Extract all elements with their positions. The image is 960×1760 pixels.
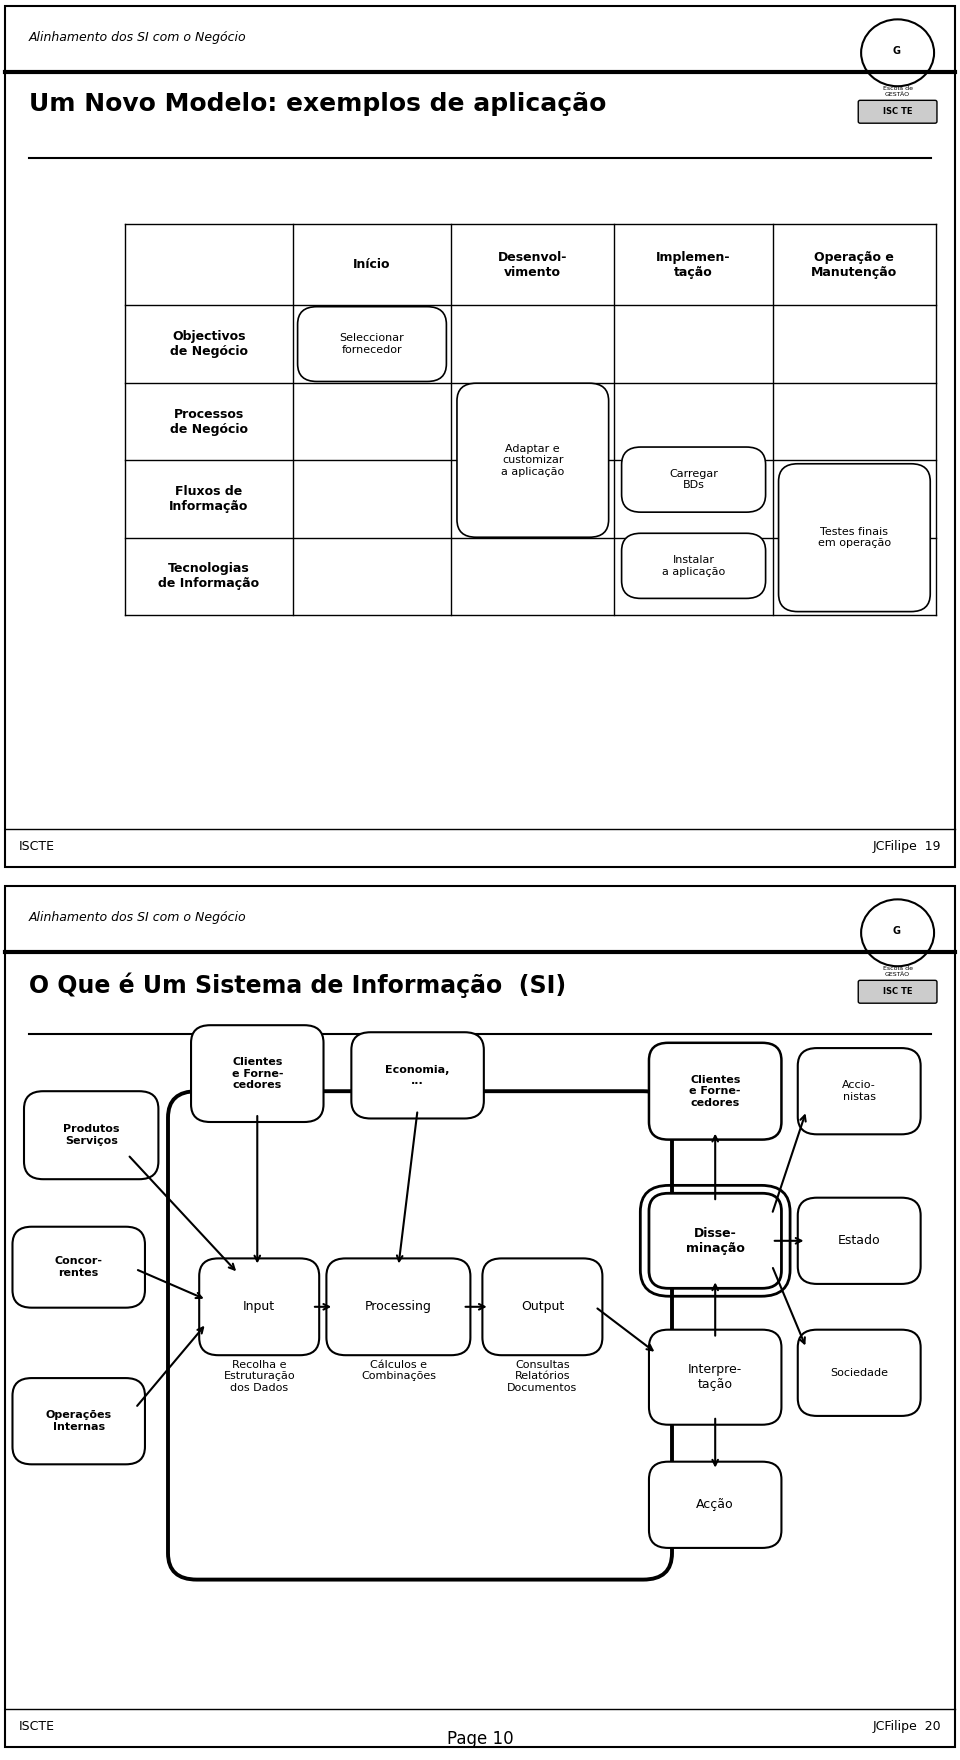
- FancyBboxPatch shape: [649, 1461, 781, 1549]
- Text: Consultas
Relatórios
Documentos: Consultas Relatórios Documentos: [507, 1359, 578, 1392]
- Text: Seleccionar
fornecedor: Seleccionar fornecedor: [340, 333, 404, 356]
- FancyBboxPatch shape: [858, 100, 937, 123]
- Text: JCFilipe  19: JCFilipe 19: [873, 840, 941, 854]
- Text: Operação e
Manutenção: Operação e Manutenção: [811, 252, 898, 278]
- FancyBboxPatch shape: [326, 1258, 470, 1355]
- FancyBboxPatch shape: [12, 1227, 145, 1308]
- Text: Adaptar e
customizar
a aplicação: Adaptar e customizar a aplicação: [501, 444, 564, 477]
- FancyBboxPatch shape: [798, 1047, 921, 1133]
- Text: Acção: Acção: [696, 1498, 734, 1512]
- Text: Concor-
rentes: Concor- rentes: [55, 1257, 103, 1278]
- Text: Fluxos de
Informação: Fluxos de Informação: [169, 486, 249, 512]
- Text: Output: Output: [520, 1301, 564, 1313]
- FancyBboxPatch shape: [168, 1091, 672, 1580]
- FancyBboxPatch shape: [24, 1091, 158, 1179]
- Text: Escola de
GESTÃO: Escola de GESTÃO: [882, 966, 913, 977]
- Text: Clientes
e Forne-
cedores: Clientes e Forne- cedores: [231, 1058, 283, 1089]
- Text: Produtos
Serviços: Produtos Serviços: [63, 1125, 119, 1146]
- Text: Disse-
minação: Disse- minação: [685, 1227, 745, 1255]
- FancyBboxPatch shape: [798, 1331, 921, 1415]
- Text: Input: Input: [243, 1301, 276, 1313]
- Text: ISC TE: ISC TE: [883, 107, 912, 116]
- FancyBboxPatch shape: [298, 306, 446, 382]
- Text: Instalar
a aplicação: Instalar a aplicação: [662, 554, 725, 577]
- Text: Testes finais
em operação: Testes finais em operação: [818, 526, 891, 549]
- FancyBboxPatch shape: [12, 1378, 145, 1464]
- Text: O Que é Um Sistema de Informação  (SI): O Que é Um Sistema de Informação (SI): [29, 972, 566, 998]
- Text: JCFilipe  20: JCFilipe 20: [873, 1720, 941, 1734]
- Text: Recolha e
Estruturação
dos Dados: Recolha e Estruturação dos Dados: [224, 1359, 295, 1392]
- Text: Objectivos
de Negócio: Objectivos de Negócio: [170, 331, 248, 357]
- FancyBboxPatch shape: [457, 384, 609, 537]
- Text: Clientes
e Forne-
cedores: Clientes e Forne- cedores: [689, 1075, 741, 1107]
- Text: Page 10: Page 10: [446, 1730, 514, 1748]
- Text: ISCTE: ISCTE: [19, 840, 56, 854]
- Text: G: G: [893, 46, 900, 56]
- Text: Alinhamento dos SI com o Negócio: Alinhamento dos SI com o Negócio: [29, 912, 247, 924]
- Text: Processing: Processing: [365, 1301, 432, 1313]
- Text: Carregar
BDs: Carregar BDs: [669, 468, 718, 491]
- Text: Desenvol-
vimento: Desenvol- vimento: [498, 252, 567, 278]
- FancyBboxPatch shape: [351, 1031, 484, 1119]
- FancyBboxPatch shape: [482, 1258, 603, 1355]
- Text: Início: Início: [353, 259, 391, 271]
- FancyBboxPatch shape: [191, 1024, 324, 1123]
- FancyBboxPatch shape: [858, 980, 937, 1003]
- FancyBboxPatch shape: [621, 533, 766, 598]
- Text: Accio-
nistas: Accio- nistas: [842, 1081, 876, 1102]
- Text: ISC TE: ISC TE: [883, 987, 912, 996]
- Text: Cálculos e
Combinações: Cálculos e Combinações: [361, 1359, 436, 1382]
- FancyBboxPatch shape: [621, 447, 766, 512]
- Text: Implemen-
tação: Implemen- tação: [657, 252, 731, 278]
- Text: Um Novo Modelo: exemplos de aplicação: Um Novo Modelo: exemplos de aplicação: [29, 92, 606, 116]
- Text: Sociedade: Sociedade: [830, 1368, 888, 1378]
- Text: ISCTE: ISCTE: [19, 1720, 56, 1734]
- Text: Interpre-
tação: Interpre- tação: [688, 1364, 742, 1390]
- FancyBboxPatch shape: [649, 1193, 781, 1288]
- Text: Processos
de Negócio: Processos de Negócio: [170, 408, 248, 435]
- FancyBboxPatch shape: [649, 1331, 781, 1426]
- Text: Operações
Internas: Operações Internas: [46, 1410, 111, 1433]
- FancyBboxPatch shape: [649, 1042, 781, 1140]
- FancyBboxPatch shape: [798, 1199, 921, 1285]
- Text: Tecnologias
de Informação: Tecnologias de Informação: [158, 563, 259, 590]
- Text: Escola de
GESTÃO: Escola de GESTÃO: [882, 86, 913, 97]
- Text: Estado: Estado: [838, 1234, 880, 1248]
- FancyBboxPatch shape: [779, 463, 930, 611]
- FancyBboxPatch shape: [200, 1258, 319, 1355]
- Text: Economia,
...: Economia, ...: [385, 1065, 450, 1086]
- Text: G: G: [893, 926, 900, 936]
- Text: Alinhamento dos SI com o Negócio: Alinhamento dos SI com o Negócio: [29, 30, 247, 44]
